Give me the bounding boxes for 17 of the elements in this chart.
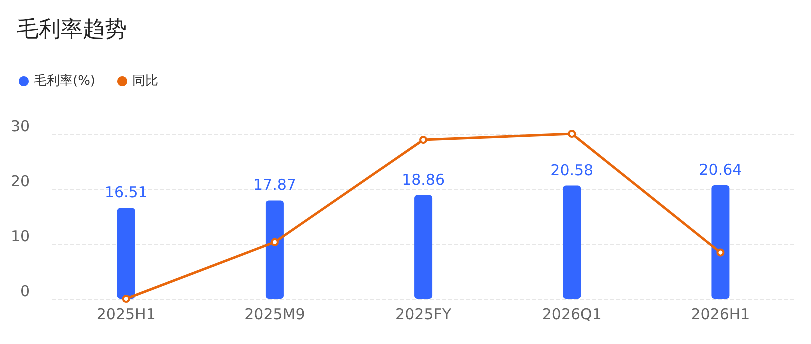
y-tick-label: 20: [10, 172, 30, 190]
y-tick-label: 0: [20, 282, 30, 300]
y-tick-label: 30: [10, 118, 30, 136]
data-label: 20.58: [550, 161, 594, 180]
chart-title: 毛利率趋势: [17, 18, 127, 42]
data-label: 20.64: [699, 160, 742, 179]
x-tick-label: 2025M9: [244, 306, 306, 324]
x-tick-label: 2025FY: [396, 306, 452, 324]
y-tick-label: 10: [10, 228, 30, 246]
data-label: 18.86: [402, 170, 446, 189]
legend-label: 同比: [132, 74, 158, 89]
data-label: 16.51: [104, 184, 148, 202]
x-tick-label: 2025H1: [96, 306, 156, 324]
x-tick-label: 2026H1: [691, 306, 750, 324]
data-label: 17.87: [253, 176, 296, 194]
legend-label: 毛利率(%): [34, 73, 96, 89]
x-tick-label: 2026Q1: [542, 306, 602, 324]
